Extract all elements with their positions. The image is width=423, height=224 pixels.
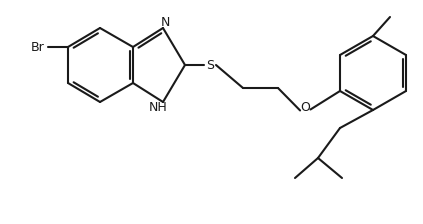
Text: Br: Br [31,41,45,54]
Text: O: O [300,101,310,114]
Text: N: N [160,15,170,28]
Text: NH: NH [148,101,168,114]
Text: S: S [206,58,214,71]
